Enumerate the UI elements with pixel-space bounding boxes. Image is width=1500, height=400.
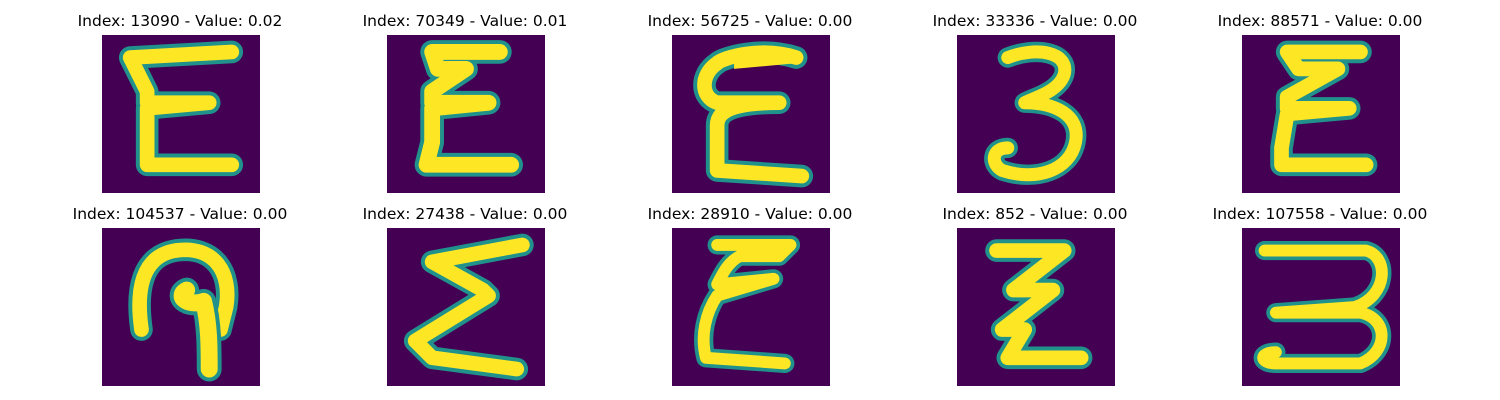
digit-image <box>957 228 1115 386</box>
sample-panel-8: Index: 28910 - Value: 0.00 <box>600 203 900 393</box>
sample-panel-5: Index: 88571 - Value: 0.00 <box>1170 10 1470 200</box>
sample-panel-1: Index: 13090 - Value: 0.02 <box>30 10 330 200</box>
sample-panel-2: Index: 70349 - Value: 0.01 <box>315 10 615 200</box>
digit-image <box>957 35 1115 193</box>
digit-image <box>102 35 260 193</box>
sample-panel-3: Index: 56725 - Value: 0.00 <box>600 10 900 200</box>
sample-title: Index: 88571 - Value: 0.00 <box>1217 12 1423 30</box>
sample-panel-9: Index: 852 - Value: 0.00 <box>885 203 1185 393</box>
sample-panel-4: Index: 33336 - Value: 0.00 <box>885 10 1185 200</box>
sample-title: Index: 56725 - Value: 0.00 <box>647 12 853 30</box>
sample-title: Index: 70349 - Value: 0.01 <box>362 12 568 30</box>
digit-image <box>1242 228 1400 386</box>
digit-image <box>387 228 545 386</box>
sample-panel-10: Index: 107558 - Value: 0.00 <box>1170 203 1470 393</box>
digit-image <box>1242 35 1400 193</box>
sample-title: Index: 33336 - Value: 0.00 <box>932 12 1138 30</box>
digit-image <box>672 228 830 386</box>
sample-panel-7: Index: 27438 - Value: 0.00 <box>315 203 615 393</box>
sample-title: Index: 28910 - Value: 0.00 <box>647 205 853 223</box>
digit-image <box>387 35 545 193</box>
sample-panel-6: Index: 104537 - Value: 0.00 <box>30 203 330 393</box>
sample-title: Index: 852 - Value: 0.00 <box>942 205 1128 223</box>
sample-title: Index: 13090 - Value: 0.02 <box>77 12 283 30</box>
sample-title: Index: 27438 - Value: 0.00 <box>362 205 568 223</box>
digit-image <box>672 35 830 193</box>
digit-image <box>102 228 260 386</box>
sample-title: Index: 107558 - Value: 0.00 <box>1212 205 1428 223</box>
sample-title: Index: 104537 - Value: 0.00 <box>72 205 288 223</box>
